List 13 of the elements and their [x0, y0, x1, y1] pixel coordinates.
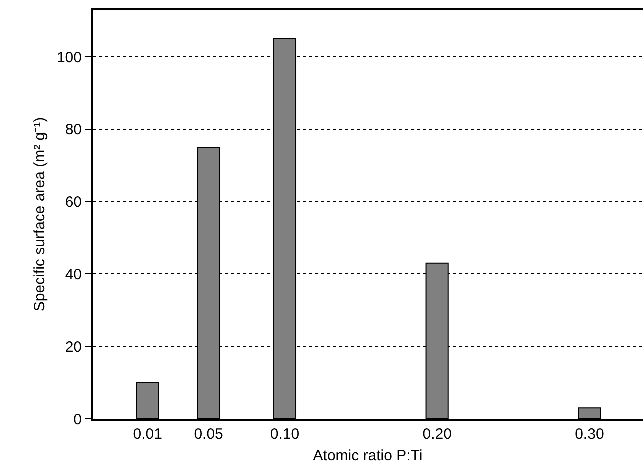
x-tick-label: 0.30: [575, 426, 604, 443]
y-tick-label: 100: [56, 49, 82, 66]
x-axis-title: Atomic ratio P:Ti: [313, 448, 423, 464]
y-tick-label: 20: [65, 338, 82, 356]
y-tick-label: 60: [65, 194, 82, 212]
y-tick-label: 0: [74, 411, 82, 428]
y-axis-title: Specific surface area (m² g⁻¹): [32, 117, 49, 312]
x-tick-label: 0.05: [194, 426, 224, 443]
y-tick-label: 40: [65, 266, 82, 284]
x-tick-label: 0.10: [270, 426, 300, 443]
x-tick-label: 0.20: [422, 426, 452, 443]
y-tick-label: 80: [65, 122, 82, 139]
x-tick-label: 0.01: [133, 426, 162, 443]
